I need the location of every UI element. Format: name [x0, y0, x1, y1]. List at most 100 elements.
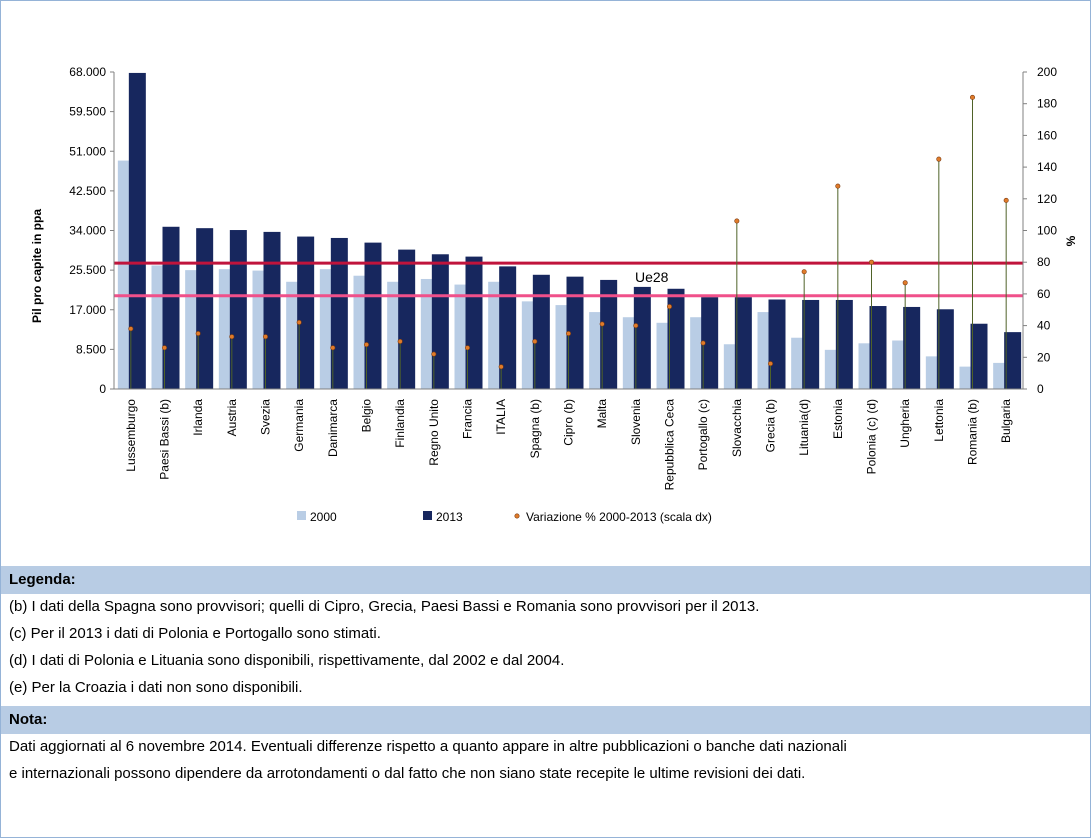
- x-tick-label: Ungheria: [898, 399, 912, 448]
- variation-point: [700, 340, 706, 346]
- y-tick-label: 0: [99, 382, 106, 396]
- legend-label: Variazione % 2000-2013 (scala dx): [526, 510, 712, 524]
- variation-point: [397, 338, 403, 344]
- note-line: Dati aggiornati al 6 novembre 2014. Even…: [9, 738, 847, 755]
- legend-label: 2013: [436, 510, 463, 524]
- variation-point: [599, 321, 605, 327]
- x-tick-label: Irlanda: [191, 399, 205, 436]
- legend-swatch: [423, 511, 432, 520]
- x-tick-label: Spagna (b): [528, 399, 542, 458]
- y-axis-title: Pil pro capite in ppa: [30, 209, 44, 323]
- variation-point: [666, 304, 672, 310]
- x-tick-label: Regno Unito: [427, 399, 441, 466]
- x-tick-label: Portogallo (c): [696, 399, 710, 470]
- x-tick-label: Malta: [595, 399, 609, 429]
- variation-point: [532, 338, 538, 344]
- y2-tick-label: 180: [1037, 97, 1057, 111]
- note-line: e internazionali possono dipendere da ar…: [9, 765, 806, 782]
- x-tick-label: Danimarca: [326, 399, 340, 457]
- variation-point: [902, 280, 908, 286]
- y2-tick-label: 0: [1037, 382, 1044, 396]
- bar-2013: [364, 242, 382, 389]
- variation-point: [969, 94, 975, 100]
- x-tick-label: Svezia: [259, 399, 273, 435]
- x-tick-label: Polonia (c) (d): [865, 399, 879, 474]
- y-tick-label: 34.000: [69, 224, 106, 238]
- variation-point: [195, 331, 201, 337]
- variation-point: [162, 345, 168, 351]
- y-tick-label: 17.000: [69, 303, 106, 317]
- x-tick-label: Francia: [461, 399, 475, 439]
- note-line: (d) I dati di Polonia e Lituania sono di…: [9, 652, 565, 669]
- variation-point: [498, 364, 504, 370]
- x-tick-label: Slovenia: [629, 399, 643, 445]
- y2-tick-label: 120: [1037, 192, 1057, 206]
- legend-label: 2000: [310, 510, 337, 524]
- bar-2013: [633, 286, 651, 389]
- notes: Legenda: (b) I dati della Spagna sono pr…: [1, 566, 1090, 788]
- y2-tick-label: 140: [1037, 160, 1057, 174]
- legend-swatch: [514, 513, 520, 519]
- y-tick-label: 68.000: [69, 65, 106, 79]
- variation-point: [330, 345, 336, 351]
- x-tick-label: Lettonia: [932, 399, 946, 442]
- x-tick-label: Finlandia: [393, 399, 407, 448]
- bar-2013: [701, 297, 719, 389]
- x-tick-label: Bulgaria: [999, 399, 1013, 443]
- bar-2013: [499, 266, 517, 389]
- note-title: Nota:: [1, 706, 1090, 734]
- bar-2013: [128, 72, 146, 390]
- bar-2013: [667, 288, 685, 389]
- y2-tick-label: 80: [1037, 255, 1051, 269]
- variation-point: [936, 156, 942, 162]
- variation-point: [431, 351, 437, 357]
- bar-2013: [398, 249, 416, 389]
- bar-2013: [734, 297, 752, 389]
- y2-tick-label: 40: [1037, 319, 1051, 333]
- bar-2013: [835, 299, 853, 389]
- x-tick-label: Grecia (b): [764, 399, 778, 452]
- bar-2013: [431, 254, 449, 389]
- variation-point: [565, 331, 571, 337]
- bar-2013: [465, 256, 483, 389]
- variation-point: [1003, 197, 1009, 203]
- variation-point: [229, 334, 235, 340]
- x-tick-label: Estonia: [831, 399, 845, 439]
- legend-swatch: [297, 511, 306, 520]
- bar-2013: [970, 323, 988, 389]
- x-tick-label: Paesi Bassi (b): [158, 399, 172, 480]
- y-tick-label: 42.500: [69, 184, 106, 198]
- variation-point: [464, 345, 470, 351]
- variation-point: [734, 218, 740, 224]
- x-tick-label: Slovacchia: [730, 399, 744, 457]
- bar-2013: [566, 276, 584, 389]
- variation-point: [363, 342, 369, 348]
- variation-point: [835, 183, 841, 189]
- x-tick-label: Austria: [225, 399, 239, 437]
- x-tick-label: Cipro (b): [562, 399, 576, 446]
- bar-2013: [196, 228, 214, 389]
- y2-tick-label: 20: [1037, 350, 1051, 364]
- x-tick-label: Lussemburgo: [124, 399, 138, 472]
- variation-point: [767, 361, 773, 367]
- x-tick-label: ITALIA: [494, 399, 508, 435]
- variation-point: [868, 259, 874, 265]
- y2-tick-label: 160: [1037, 128, 1057, 142]
- bar-2013: [263, 231, 281, 389]
- x-tick-label: Repubblica Ceca: [663, 399, 677, 491]
- x-tick-label: Germania: [292, 399, 306, 452]
- y-tick-label: 25.500: [69, 263, 106, 277]
- annotation: Ue28: [635, 269, 669, 285]
- y-tick-label: 59.500: [69, 105, 106, 119]
- x-tick-label: Lituania(d): [797, 399, 811, 456]
- bar-2013: [1004, 332, 1022, 389]
- bar-2013: [869, 306, 887, 389]
- bar-2013: [600, 279, 618, 389]
- bar-2013: [330, 237, 348, 389]
- note-line: (b) I dati della Spagna sono provvisori;…: [9, 598, 760, 615]
- bar-2013: [936, 309, 954, 389]
- note-line: (e) Per la Croazia i dati non sono dispo…: [9, 679, 303, 696]
- variation-point: [633, 323, 639, 329]
- variation-point: [296, 319, 302, 325]
- bar-2013: [162, 226, 180, 389]
